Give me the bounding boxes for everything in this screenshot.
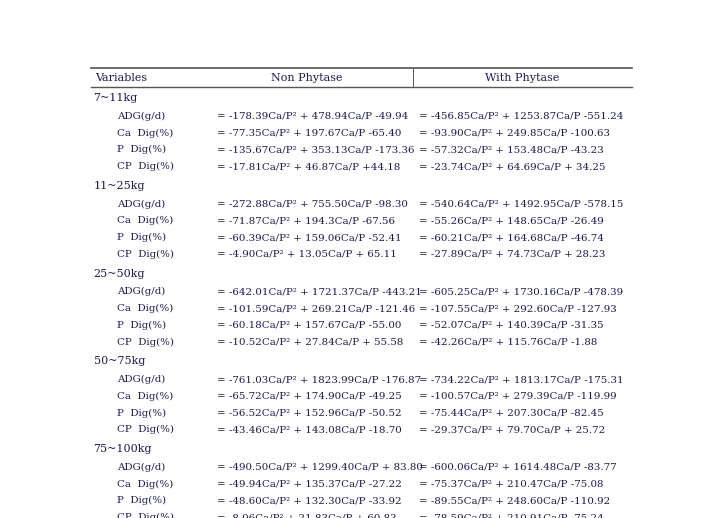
Text: = -43.46Ca/P² + 143.08Ca/P -18.70: = -43.46Ca/P² + 143.08Ca/P -18.70 <box>216 425 401 435</box>
Text: = -10.52Ca/P² + 27.84Ca/P + 55.58: = -10.52Ca/P² + 27.84Ca/P + 55.58 <box>216 338 403 347</box>
Text: ADG(g/d): ADG(g/d) <box>117 287 166 296</box>
Text: ADG(g/d): ADG(g/d) <box>117 375 166 384</box>
Text: = -4.90Ca/P² + 13.05Ca/P + 65.11: = -4.90Ca/P² + 13.05Ca/P + 65.11 <box>216 250 396 259</box>
Text: Ca  Dig(%): Ca Dig(%) <box>117 217 173 225</box>
Text: = -77.35Ca/P² + 197.67Ca/P -65.40: = -77.35Ca/P² + 197.67Ca/P -65.40 <box>216 128 401 138</box>
Text: = -27.89Ca/P² + 74.73Ca/P + 28.23: = -27.89Ca/P² + 74.73Ca/P + 28.23 <box>419 250 605 259</box>
Text: CP  Dig(%): CP Dig(%) <box>117 513 174 518</box>
Text: = -29.37Ca/P² + 79.70Ca/P + 25.72: = -29.37Ca/P² + 79.70Ca/P + 25.72 <box>419 425 605 435</box>
Text: = -107.55Ca/P² + 292.60Ca/P -127.93: = -107.55Ca/P² + 292.60Ca/P -127.93 <box>419 304 616 313</box>
Text: = -456.85Ca/P² + 1253.87Ca/P -551.24: = -456.85Ca/P² + 1253.87Ca/P -551.24 <box>419 112 623 121</box>
Text: CP  Dig(%): CP Dig(%) <box>117 162 174 171</box>
Text: ADG(g/d): ADG(g/d) <box>117 112 166 121</box>
Text: = -42.26Ca/P² + 115.76Ca/P -1.88: = -42.26Ca/P² + 115.76Ca/P -1.88 <box>419 338 597 347</box>
Text: = -60.21Ca/P² + 164.68Ca/P -46.74: = -60.21Ca/P² + 164.68Ca/P -46.74 <box>419 233 603 242</box>
Text: P  Dig(%): P Dig(%) <box>117 233 166 242</box>
Text: Ca  Dig(%): Ca Dig(%) <box>117 480 173 488</box>
Text: = -75.37Ca/P² + 210.47Ca/P -75.08: = -75.37Ca/P² + 210.47Ca/P -75.08 <box>419 480 603 488</box>
Text: = -490.50Ca/P² + 1299.40Ca/P + 83.80: = -490.50Ca/P² + 1299.40Ca/P + 83.80 <box>216 463 422 472</box>
Text: = -135.67Ca/P² + 353.13Ca/P -173.36: = -135.67Ca/P² + 353.13Ca/P -173.36 <box>216 146 414 154</box>
Text: Ca  Dig(%): Ca Dig(%) <box>117 392 173 401</box>
Text: = -8.06Ca/P² + 21.83Ca/P + 60.83: = -8.06Ca/P² + 21.83Ca/P + 60.83 <box>216 513 396 518</box>
Text: 25~50kg: 25~50kg <box>94 268 145 279</box>
Text: CP  Dig(%): CP Dig(%) <box>117 425 174 435</box>
Text: = -642.01Ca/P² + 1721.37Ca/P -443.21: = -642.01Ca/P² + 1721.37Ca/P -443.21 <box>216 287 422 296</box>
Text: P  Dig(%): P Dig(%) <box>117 321 166 330</box>
Text: P  Dig(%): P Dig(%) <box>117 496 166 506</box>
Text: = -57.32Ca/P² + 153.48Ca/P -43.23: = -57.32Ca/P² + 153.48Ca/P -43.23 <box>419 146 603 154</box>
Text: = -178.39Ca/P² + 478.94Ca/P -49.94: = -178.39Ca/P² + 478.94Ca/P -49.94 <box>216 112 407 121</box>
Text: CP  Dig(%): CP Dig(%) <box>117 338 174 347</box>
Text: = -605.25Ca/P² + 1730.16Ca/P -478.39: = -605.25Ca/P² + 1730.16Ca/P -478.39 <box>419 287 623 296</box>
Text: 7~11kg: 7~11kg <box>94 93 138 103</box>
Text: Ca  Dig(%): Ca Dig(%) <box>117 128 173 138</box>
Text: = -540.64Ca/P² + 1492.95Ca/P -578.15: = -540.64Ca/P² + 1492.95Ca/P -578.15 <box>419 199 623 209</box>
Text: With Phytase: With Phytase <box>485 73 560 83</box>
Text: ADG(g/d): ADG(g/d) <box>117 463 166 472</box>
Text: = -65.72Ca/P² + 174.90Ca/P -49.25: = -65.72Ca/P² + 174.90Ca/P -49.25 <box>216 392 401 401</box>
Text: CP  Dig(%): CP Dig(%) <box>117 250 174 259</box>
Text: = -48.60Ca/P² + 132.30Ca/P -33.92: = -48.60Ca/P² + 132.30Ca/P -33.92 <box>216 496 401 506</box>
Text: = -600.06Ca/P² + 1614.48Ca/P -83.77: = -600.06Ca/P² + 1614.48Ca/P -83.77 <box>419 463 616 472</box>
Text: P  Dig(%): P Dig(%) <box>117 146 166 154</box>
Text: = -272.88Ca/P² + 755.50Ca/P -98.30: = -272.88Ca/P² + 755.50Ca/P -98.30 <box>216 199 407 209</box>
Text: 50~75kg: 50~75kg <box>94 356 145 366</box>
Text: = -23.74Ca/P² + 64.69Ca/P + 34.25: = -23.74Ca/P² + 64.69Ca/P + 34.25 <box>419 162 605 171</box>
Text: = -93.90Ca/P² + 249.85Ca/P -100.63: = -93.90Ca/P² + 249.85Ca/P -100.63 <box>419 128 610 138</box>
Text: = -60.18Ca/P² + 157.67Ca/P -55.00: = -60.18Ca/P² + 157.67Ca/P -55.00 <box>216 321 401 330</box>
Text: = -56.52Ca/P² + 152.96Ca/P -50.52: = -56.52Ca/P² + 152.96Ca/P -50.52 <box>216 409 401 418</box>
Text: = -89.55Ca/P² + 248.60Ca/P -110.92: = -89.55Ca/P² + 248.60Ca/P -110.92 <box>419 496 610 506</box>
Text: = -100.57Ca/P² + 279.39Ca/P -119.99: = -100.57Ca/P² + 279.39Ca/P -119.99 <box>419 392 616 401</box>
Text: = -17.81Ca/P² + 46.87Ca/P +44.18: = -17.81Ca/P² + 46.87Ca/P +44.18 <box>216 162 400 171</box>
Text: = -71.87Ca/P² + 194.3Ca/P -67.56: = -71.87Ca/P² + 194.3Ca/P -67.56 <box>216 217 395 225</box>
Text: = -60.39Ca/P² + 159.06Ca/P -52.41: = -60.39Ca/P² + 159.06Ca/P -52.41 <box>216 233 401 242</box>
Text: 11~25kg: 11~25kg <box>94 181 145 191</box>
Text: = -78.59Ca/P² + 210.91Ca/P -75.24: = -78.59Ca/P² + 210.91Ca/P -75.24 <box>419 513 603 518</box>
Text: ADG(g/d): ADG(g/d) <box>117 199 166 209</box>
Text: = -101.59Ca/P² + 269.21Ca/P -121.46: = -101.59Ca/P² + 269.21Ca/P -121.46 <box>216 304 415 313</box>
Text: = -75.44Ca/P² + 207.30Ca/P -82.45: = -75.44Ca/P² + 207.30Ca/P -82.45 <box>419 409 603 418</box>
Text: = -55.26Ca/P² + 148.65Ca/P -26.49: = -55.26Ca/P² + 148.65Ca/P -26.49 <box>419 217 603 225</box>
Text: = -734.22Ca/P² + 1813.17Ca/P -175.31: = -734.22Ca/P² + 1813.17Ca/P -175.31 <box>419 375 623 384</box>
Text: Ca  Dig(%): Ca Dig(%) <box>117 304 173 313</box>
Text: 75~100kg: 75~100kg <box>94 444 152 454</box>
Text: = -761.03Ca/P² + 1823.99Ca/P -176.87: = -761.03Ca/P² + 1823.99Ca/P -176.87 <box>216 375 421 384</box>
Text: = -52.07Ca/P² + 140.39Ca/P -31.35: = -52.07Ca/P² + 140.39Ca/P -31.35 <box>419 321 603 330</box>
Text: Variables: Variables <box>95 73 147 83</box>
Text: P  Dig(%): P Dig(%) <box>117 409 166 418</box>
Text: Non Phytase: Non Phytase <box>271 73 343 83</box>
Text: = -49.94Ca/P² + 135.37Ca/P -27.22: = -49.94Ca/P² + 135.37Ca/P -27.22 <box>216 480 401 488</box>
